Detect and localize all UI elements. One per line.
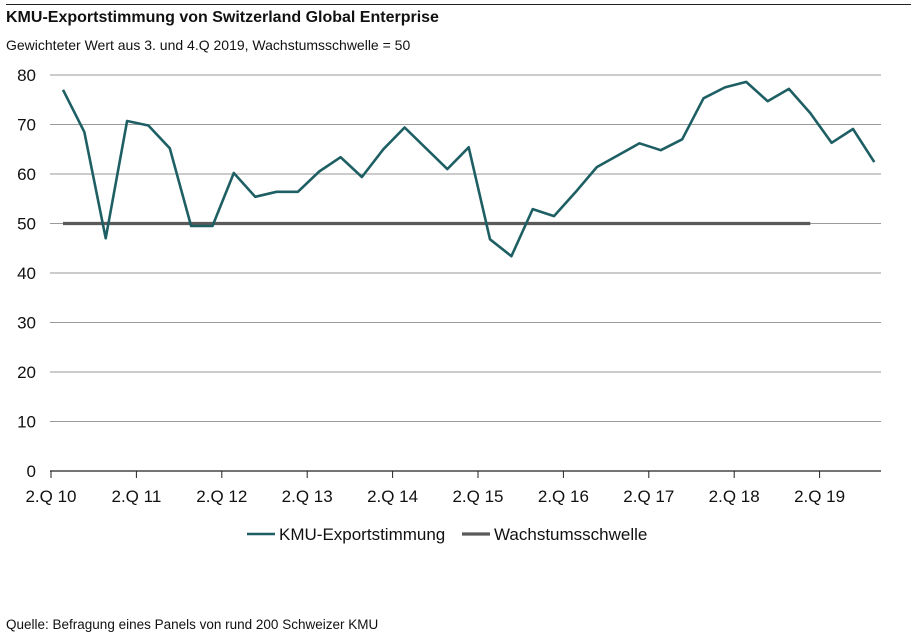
x-tick-label: 2.Q 11 [112,487,162,506]
y-tick-label: 50 [17,215,36,234]
x-tick-label: 2.Q 12 [196,487,247,506]
x-tick-label: 2.Q 18 [709,487,760,506]
x-axis: 2.Q 10 2.Q 11 2.Q 12 2.Q 13 2.Q 14 2.Q 15 2.Q … [25,471,845,506]
x-tick-label: 2.Q 13 [282,487,333,506]
series-line-exportstimmung [61,80,876,258]
y-tick-label: 70 [17,116,36,135]
y-axis-ticks: 0 10 20 30 40 50 60 70 80 [17,66,36,481]
y-tick-label: 30 [17,314,36,333]
x-tick-label: 2.Q 14 [367,487,418,506]
x-tick-label: 2.Q 19 [794,487,845,506]
x-tick-label: 2.Q 16 [538,487,589,506]
chart-title: KMU-Exportstimmung von Switzerland Globa… [6,9,439,26]
legend-label: KMU-Exportstimmung [279,525,445,544]
y-tick-label: 60 [17,165,36,184]
y-tick-label: 40 [17,264,36,283]
series-lines [61,80,876,258]
legend-label: Wachstumsschwelle [494,525,647,544]
x-tick-label: 2.Q 17 [623,487,674,506]
x-tick-label: 2.Q 10 [25,487,76,506]
legend: KMU-Exportstimmung Wachstumsschwelle [247,525,647,544]
y-tick-label: 0 [27,462,36,481]
y-tick-label: 80 [17,66,36,85]
y-tick-label: 10 [17,413,36,432]
x-tick-label: 2.Q 15 [452,487,503,506]
source-note: Quelle: Befragung eines Panels von rund … [6,617,379,632]
y-tick-label: 20 [17,363,36,382]
chart-subtitle: Gewichteter Wert aus 3. und 4.Q 2019, Wa… [6,37,411,53]
header-rule [6,4,911,5]
gridlines [50,74,881,472]
